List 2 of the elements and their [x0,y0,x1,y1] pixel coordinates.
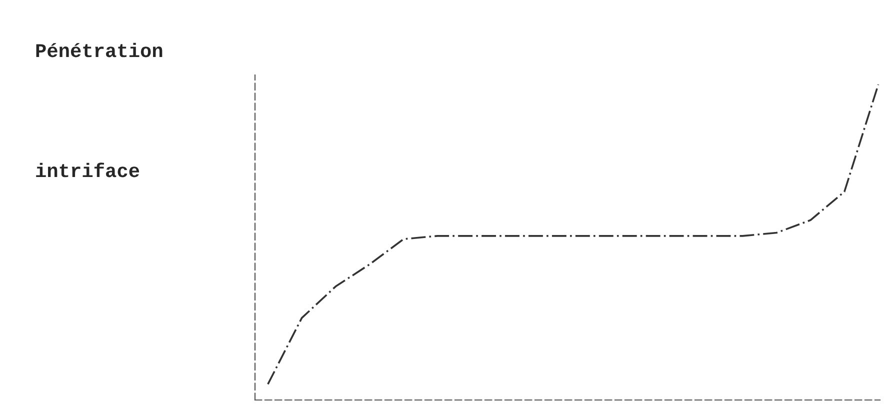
text: Pénétration [36,42,162,58]
text: intriface [36,162,140,178]
